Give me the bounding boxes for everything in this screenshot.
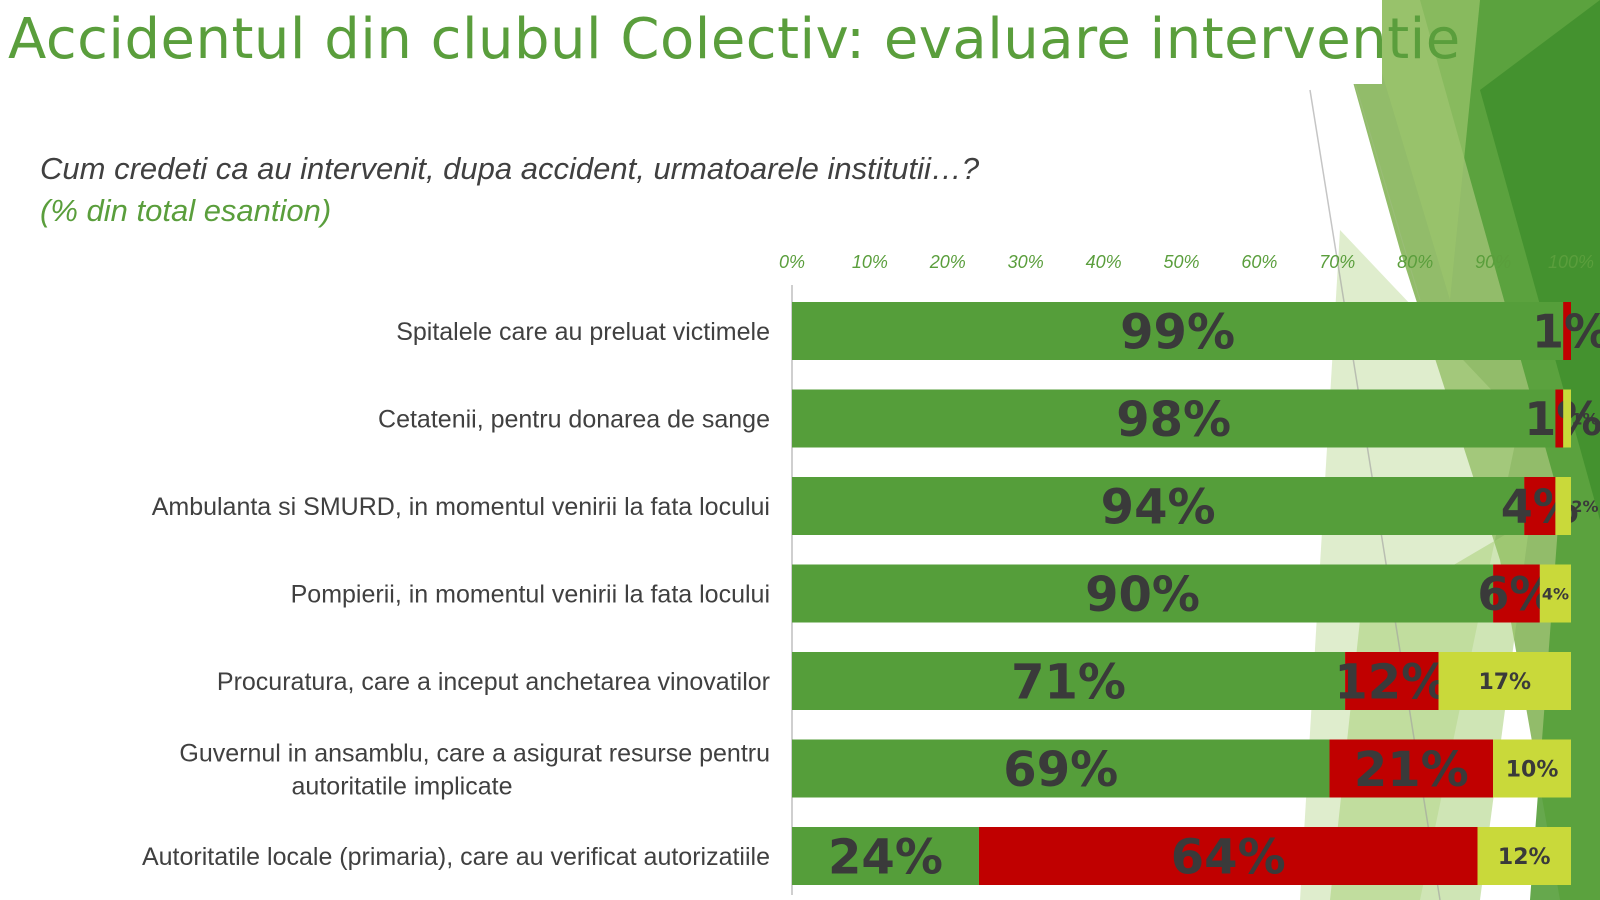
x-tick-label: 70% bbox=[1319, 252, 1355, 272]
category-label: Guvernul in ansamblu, care a asigurat re… bbox=[179, 740, 770, 801]
x-tick-label: 10% bbox=[852, 252, 888, 272]
data-label: 17% bbox=[1478, 670, 1531, 695]
data-label: 94% bbox=[1101, 479, 1216, 535]
x-tick-label: 40% bbox=[1086, 252, 1122, 272]
data-label: 64% bbox=[1171, 829, 1286, 885]
data-label: 71% bbox=[1011, 654, 1126, 710]
category-label: Pompierii, in momentul venirii la fata l… bbox=[291, 581, 770, 609]
data-label: 12% bbox=[1498, 845, 1551, 870]
x-tick-label: 100% bbox=[1548, 252, 1594, 272]
data-label: 98% bbox=[1116, 392, 1231, 448]
bar-segment bbox=[1438, 652, 1571, 710]
bar-segment bbox=[1329, 739, 1494, 798]
bar-segment bbox=[792, 302, 1564, 360]
x-tick-label: 20% bbox=[929, 252, 966, 272]
x-tick-label: 30% bbox=[1008, 252, 1044, 272]
data-label: 2% bbox=[1571, 497, 1598, 516]
bar-segment bbox=[1563, 389, 1571, 448]
data-label: 24% bbox=[828, 829, 943, 885]
category-label: Ambulanta si SMURD, in momentul venirii … bbox=[152, 493, 770, 521]
chart-unit-note: (% din total esantion) bbox=[40, 193, 332, 228]
data-label: 21% bbox=[1354, 742, 1469, 798]
bar-segment bbox=[792, 564, 1494, 623]
data-label: 90% bbox=[1085, 567, 1200, 623]
bar-segment bbox=[792, 477, 1525, 535]
data-label: 10% bbox=[1506, 757, 1559, 782]
bar-segment bbox=[1563, 302, 1571, 360]
data-label: 99% bbox=[1120, 304, 1235, 360]
bar-segment bbox=[1493, 739, 1571, 798]
bar-segment bbox=[792, 827, 979, 885]
x-tick-label: 60% bbox=[1241, 252, 1277, 272]
bar-segment bbox=[1555, 389, 1564, 448]
bar-segment bbox=[1493, 564, 1540, 623]
data-label: 1% bbox=[1524, 392, 1600, 446]
data-label: 69% bbox=[1003, 742, 1118, 798]
data-label: 1% bbox=[1571, 409, 1598, 428]
bar-segment bbox=[792, 739, 1330, 798]
data-label: 4% bbox=[1542, 584, 1569, 603]
data-label: 1% bbox=[1532, 305, 1600, 359]
bar-segment bbox=[1477, 827, 1571, 885]
bar-segment bbox=[1555, 477, 1571, 535]
bar-segment bbox=[1539, 564, 1571, 623]
bar-segment bbox=[1345, 652, 1439, 710]
page-title: Accidentul din clubul Colectiv: evaluare… bbox=[8, 7, 1461, 72]
x-tick-label: 0% bbox=[779, 252, 805, 272]
bar-segment bbox=[978, 827, 1478, 885]
chart-question: Cum credeti ca au intervenit, dupa accid… bbox=[40, 151, 980, 186]
category-label: Cetatenii, pentru donarea de sange bbox=[378, 406, 770, 434]
x-tick-label: 90% bbox=[1475, 252, 1511, 272]
bar-segment bbox=[792, 389, 1556, 448]
category-label: Spitalele care au preluat victimele bbox=[396, 318, 770, 346]
x-tick-label: 80% bbox=[1397, 252, 1433, 272]
data-label: 12% bbox=[1334, 654, 1449, 710]
category-label: Procuratura, care a inceput anchetarea v… bbox=[217, 668, 770, 696]
bar-segment bbox=[1524, 477, 1556, 535]
bar-segment bbox=[792, 652, 1346, 710]
x-tick-label: 50% bbox=[1163, 252, 1199, 272]
category-label: Autoritatile locale (primaria), care au … bbox=[142, 843, 770, 871]
